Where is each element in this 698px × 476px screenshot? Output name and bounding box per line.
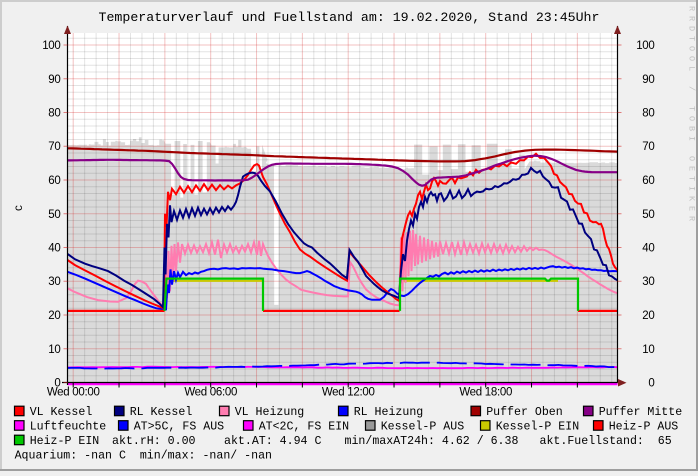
svg-text:C: C — [15, 205, 26, 211]
svg-text:Aquarium: -nan C min/max: -na: Aquarium: -nan C min/max: -nan/ -nan — [15, 450, 272, 463]
svg-text:Wed 00:00: Wed 00:00 — [47, 387, 100, 399]
svg-text:30: 30 — [642, 276, 654, 288]
svg-text:AT<2C, FS EIN: AT<2C, FS EIN — [259, 421, 349, 434]
svg-text:Wed 18:00: Wed 18:00 — [459, 387, 512, 399]
svg-text:70: 70 — [48, 141, 60, 153]
svg-text:90: 90 — [642, 74, 654, 86]
svg-text:Wed 12:00: Wed 12:00 — [322, 387, 375, 399]
svg-text:20: 20 — [48, 310, 60, 322]
svg-text:RL Kessel: RL Kessel — [130, 406, 193, 419]
svg-text:10: 10 — [642, 344, 654, 356]
svg-text:70: 70 — [642, 141, 654, 153]
svg-text:90: 90 — [48, 74, 60, 86]
svg-text:50: 50 — [642, 209, 654, 221]
svg-text:Luftfeuchte: Luftfeuchte — [30, 421, 107, 434]
svg-text:60: 60 — [642, 175, 654, 187]
svg-text:100: 100 — [636, 40, 654, 52]
svg-text:10: 10 — [48, 344, 60, 356]
svg-text:0: 0 — [648, 378, 654, 390]
svg-text:Kessel-P EIN: Kessel-P EIN — [496, 421, 580, 434]
svg-text:akt.rH: 0.00: akt.rH: 0.00 — [112, 435, 196, 448]
svg-text:VL Kessel: VL Kessel — [30, 406, 93, 419]
svg-text:akt.AT: 4.94 C: akt.AT: 4.94 C — [224, 435, 321, 448]
svg-text:Puffer Oben: Puffer Oben — [486, 406, 563, 419]
svg-text:Wed 06:00: Wed 06:00 — [184, 387, 237, 399]
svg-text:Heiz-P AUS: Heiz-P AUS — [609, 421, 679, 434]
svg-text:80: 80 — [48, 108, 60, 120]
svg-text:akt.Fuellstand: 65: akt.Fuellstand: 65 — [540, 435, 672, 448]
svg-text:Heiz-P EIN: Heiz-P EIN — [30, 435, 100, 448]
svg-text:RL Heizung: RL Heizung — [354, 406, 424, 419]
svg-text:0: 0 — [54, 378, 60, 390]
svg-text:min/maxAT24h: 4.62 / 6.38: min/maxAT24h: 4.62 / 6.38 — [345, 435, 519, 448]
svg-text:20: 20 — [642, 310, 654, 322]
svg-text:60: 60 — [48, 175, 60, 187]
svg-text:VL Heizung: VL Heizung — [235, 406, 305, 419]
svg-text:RRDTOOL / TOBI OETIKER: RRDTOOL / TOBI OETIKER — [687, 6, 697, 226]
svg-text:40: 40 — [48, 243, 60, 255]
svg-text:40: 40 — [642, 243, 654, 255]
svg-text:Kessel-P AUS: Kessel-P AUS — [381, 421, 465, 434]
svg-text:50: 50 — [48, 209, 60, 221]
svg-text:Puffer Mitte: Puffer Mitte — [599, 406, 683, 419]
svg-text:AT>5C, FS AUS: AT>5C, FS AUS — [134, 421, 224, 434]
svg-text:100: 100 — [42, 40, 60, 52]
svg-text:80: 80 — [642, 108, 654, 120]
svg-text:30: 30 — [48, 276, 60, 288]
svg-text:Temperaturverlauf und Fuellsta: Temperaturverlauf und Fuellstand am: 19.… — [99, 10, 600, 25]
